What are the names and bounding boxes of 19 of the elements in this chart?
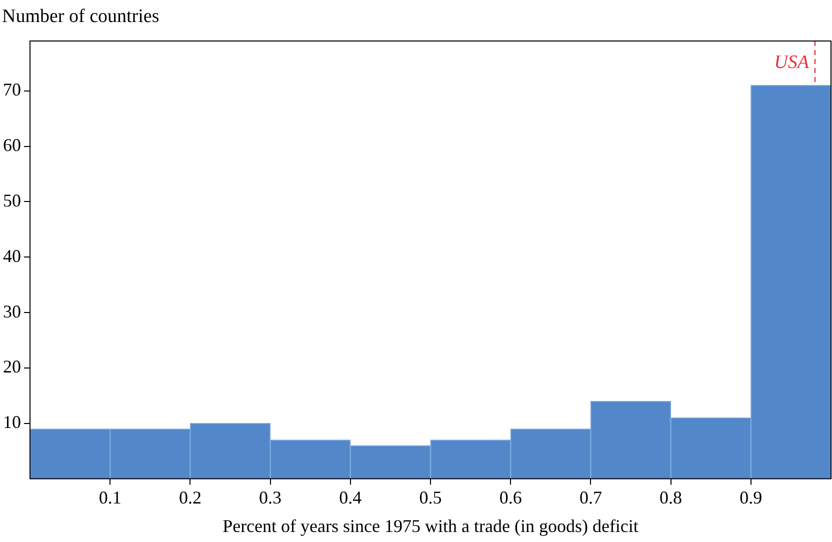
x-tick-label: 0.6 (499, 487, 522, 508)
y-tick-label: 20 (3, 356, 21, 377)
x-axis-title: Percent of years since 1975 with a trade (in goods) deficit (222, 516, 638, 536)
y-tick-label: 60 (3, 135, 21, 156)
x-tick-label: 0.7 (579, 487, 602, 508)
y-tick-label: 70 (3, 80, 21, 100)
x-tick-label: 0.8 (660, 487, 682, 508)
x-tick-label: 0.2 (178, 487, 202, 508)
y-axis-title: Number of countries (2, 6, 160, 28)
y-tick-label: 40 (3, 246, 21, 266)
x-tick-label: 0.9 (740, 487, 762, 508)
ref-line-label: USA (774, 52, 810, 73)
x-tick-label: 0.4 (339, 487, 362, 508)
x-tick-label: 0.1 (98, 487, 122, 508)
y-tick-label: 10 (3, 412, 21, 432)
y-tick-label: 50 (3, 190, 21, 210)
x-tick-label: 0.3 (259, 487, 282, 508)
x-tick-label: 0.5 (419, 487, 442, 508)
y-tick-label: 30 (3, 301, 21, 322)
